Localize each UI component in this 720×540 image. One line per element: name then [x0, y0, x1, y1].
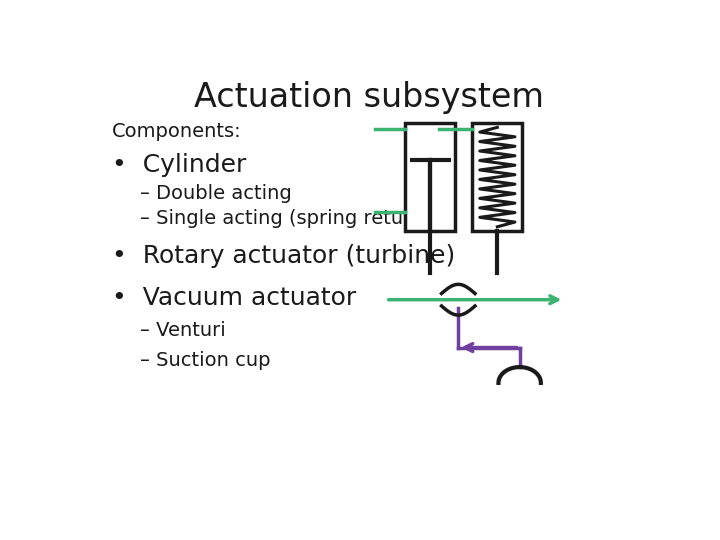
- Text: •  Vacuum actuator: • Vacuum actuator: [112, 286, 356, 309]
- Text: Actuation subsystem: Actuation subsystem: [194, 82, 544, 114]
- Text: – Single acting (spring return): – Single acting (spring return): [140, 209, 431, 228]
- Text: – Suction cup: – Suction cup: [140, 350, 271, 369]
- Text: – Double acting: – Double acting: [140, 184, 292, 203]
- Text: – Venturi: – Venturi: [140, 321, 226, 340]
- Bar: [472, 123, 523, 231]
- Text: •  Rotary actuator (turbine): • Rotary actuator (turbine): [112, 244, 456, 268]
- Text: •  Cylinder: • Cylinder: [112, 153, 247, 177]
- Bar: [405, 123, 456, 231]
- Text: Components:: Components:: [112, 122, 242, 141]
